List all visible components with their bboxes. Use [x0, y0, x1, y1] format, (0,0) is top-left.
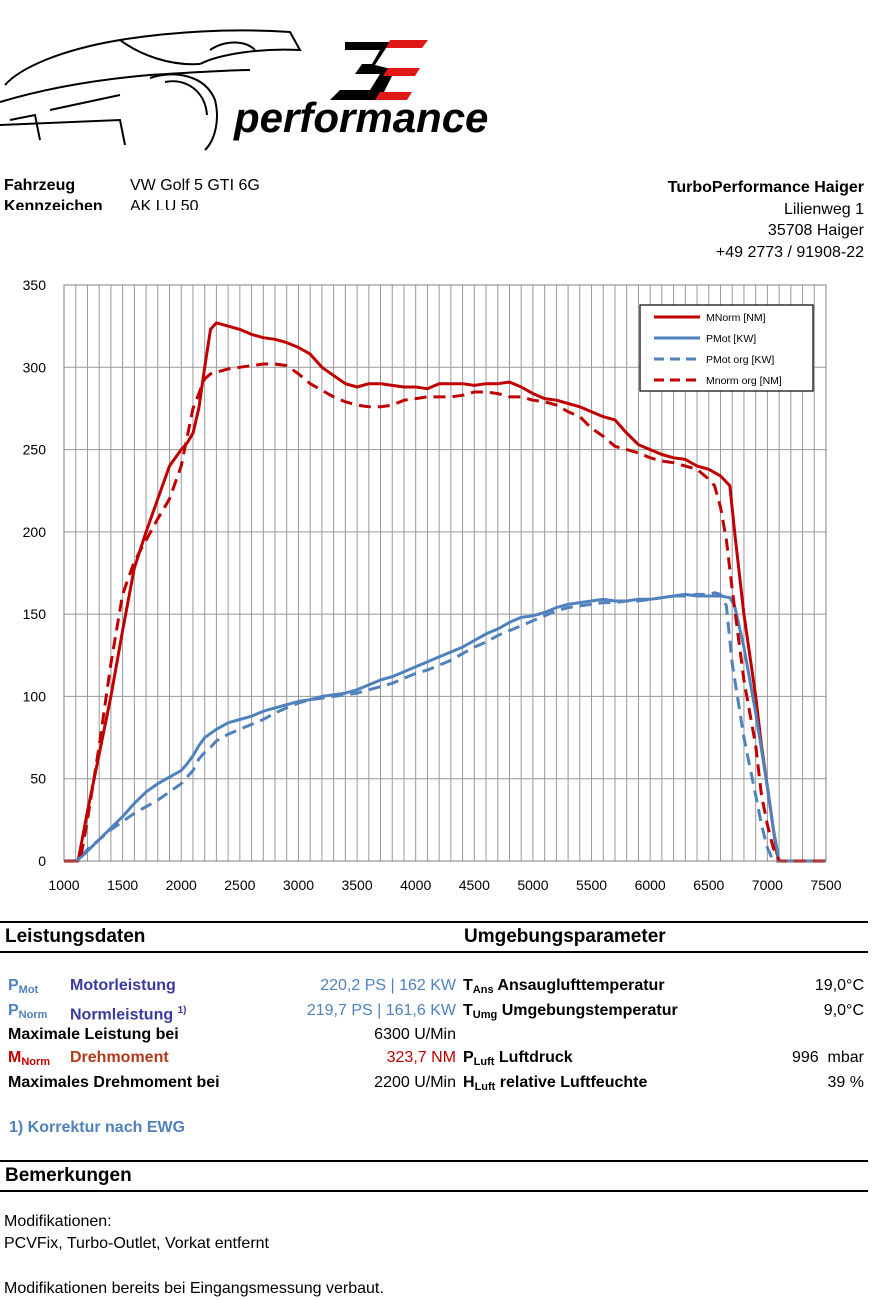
series-line-2	[64, 591, 826, 863]
remarks-line-2: PCVFix, Turbo-Outlet, Vorkat entfernt	[4, 1235, 269, 1252]
y-tick-label: 100	[23, 688, 47, 704]
x-tick-label: 4000	[400, 877, 431, 893]
chart-axes: 0 50 100 150 200 250 300 350 1000 1500 2000 2500 300…	[23, 277, 842, 893]
company-city: 35708 Haiger	[767, 222, 864, 239]
pnorm-label: Normleistung 1)	[70, 1005, 187, 1024]
pmot-value: 220,2 PS | 162 KW	[320, 977, 456, 994]
legend-label: PMot org [KW]	[706, 354, 774, 366]
x-tick-label: 4500	[459, 877, 490, 893]
tans-row: TAns Ansauglufttemperatur	[463, 977, 665, 996]
legend-label: MNorm [NM]	[706, 312, 766, 324]
x-tick-label: 5500	[576, 877, 607, 893]
pnorm-row: PNorm Normleistung 1) 219,7 PS | 161,6 K…	[8, 1001, 456, 1025]
pluft-row: PLuft Luftdruck	[463, 1049, 573, 1068]
plot-frame	[63, 284, 827, 862]
leistung-title: Leistungsdaten	[5, 926, 146, 947]
remarks-line-1: Modifikationen:	[4, 1213, 112, 1230]
chart-legend: MNorm [NM] PMot [KW] PMot org [KW] Mnorm or…	[639, 304, 814, 392]
company-phone: +49 2773 / 91908-22	[715, 244, 864, 261]
car-silhouette-icon	[0, 29, 302, 151]
maxp-label: Maximale Leistung bei	[8, 1026, 179, 1043]
mnorm-row: MNorm Drehmoment 323,7 NM	[8, 1048, 456, 1072]
y-tick-label: 150	[23, 606, 47, 622]
vehicle-value: VW Golf 5 GTI 6G	[130, 177, 260, 194]
x-tick-label: 1000	[48, 877, 79, 893]
x-tick-label: 2000	[166, 877, 197, 893]
remarks-line-3: Modifikationen bereits bei Eingangsmessu…	[4, 1280, 384, 1297]
dyno-chart: 0 50 100 150 200 250 300 350 1000 1500 2000 2500 300…	[23, 277, 842, 893]
hluft-row: HLuft relative Luftfeuchte	[463, 1074, 648, 1093]
mnorm-value: 323,7 NM	[386, 1049, 456, 1066]
legend-label: Mnorm org [NM]	[706, 375, 782, 387]
series-line-0	[64, 321, 826, 863]
hluft-value: 39 %	[827, 1074, 864, 1091]
pluft-value: 996 mbar	[791, 1049, 864, 1066]
plate-value: AK LU 50	[130, 198, 199, 210]
pnorm-symbol: PNorm	[8, 1002, 48, 1021]
x-tick-label: 3000	[283, 877, 314, 893]
tumg-row: TUmg Umgebungstemperatur	[463, 1002, 678, 1021]
pmot-row: PMot Motorleistung 220,2 PS | 162 KW	[8, 976, 456, 1000]
pmot-label: Motorleistung	[70, 977, 176, 994]
remarks-title: Bemerkungen	[5, 1165, 132, 1186]
footnote: 1) Korrektur nach EWG	[9, 1119, 186, 1136]
y-tick-label: 300	[23, 359, 47, 375]
x-tick-label: 2500	[224, 877, 255, 893]
mnorm-symbol: MNorm	[8, 1049, 51, 1068]
legend-box	[639, 304, 814, 392]
x-tick-label: 6000	[635, 877, 666, 893]
company-logo: performance	[0, 29, 488, 151]
data-section-header: Leistungsdaten Umgebungsparameter	[0, 921, 868, 953]
y-tick-label: 250	[23, 442, 47, 458]
x-tick-label: 7000	[752, 877, 783, 893]
series-line-1	[64, 592, 826, 863]
series-line-3	[64, 362, 826, 863]
company-street: Lilienweg 1	[783, 201, 864, 218]
maxm-value: 2200 U/Min	[374, 1074, 456, 1091]
y-tick-label: 0	[38, 853, 46, 869]
y-tick-label: 200	[23, 524, 47, 540]
mnorm-label: Drehmoment	[70, 1049, 169, 1066]
x-tick-label: 5000	[517, 877, 548, 893]
maxm-label: Maximales Drehmoment bei	[8, 1074, 220, 1091]
y-tick-label: 350	[23, 277, 47, 293]
maxp-value: 6300 U/Min	[374, 1026, 456, 1043]
plate-row-clip: Kennzeichen AK LU 50	[0, 198, 400, 210]
x-tick-label: 6500	[693, 877, 724, 893]
tumg-value: 9,0°C	[823, 1002, 864, 1019]
x-tick-label: 1500	[107, 877, 138, 893]
be-monogram-icon	[330, 40, 428, 100]
x-tick-label: 7500	[810, 877, 841, 893]
y-tick-label: 50	[30, 771, 46, 787]
legend-label: PMot [KW]	[706, 333, 756, 345]
remarks-section-header: Bemerkungen	[0, 1160, 868, 1192]
company-name: TurboPerformance Haiger	[667, 179, 864, 196]
brand-wordmark: performance	[233, 94, 488, 141]
umgebung-title: Umgebungsparameter	[464, 926, 666, 947]
x-tick-label: 3500	[341, 877, 372, 893]
pmot-symbol: PMot	[8, 977, 39, 996]
plate-label: Kennzeichen	[4, 198, 103, 210]
tans-value: 19,0°C	[814, 977, 864, 994]
chart-series	[64, 321, 826, 863]
pnorm-value: 219,7 PS | 161,6 KW	[306, 1002, 456, 1019]
vehicle-label: Fahrzeug	[4, 177, 76, 194]
